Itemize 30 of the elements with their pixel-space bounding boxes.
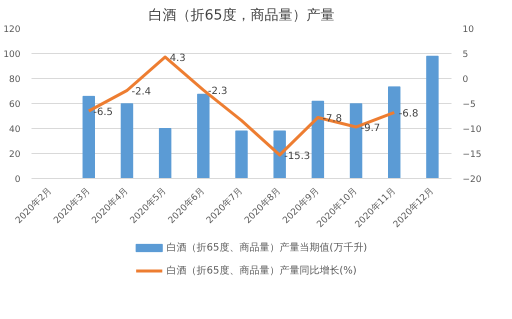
data-label: -2.4 — [132, 86, 152, 98]
legend-label: 白酒（折65度、商品量）产量同比增长(%) — [166, 264, 357, 276]
bar — [350, 103, 362, 178]
y-tick-label: 0 — [14, 175, 21, 185]
legend-label: 白酒（折65度、商品量）产量当期值(万千升) — [166, 242, 368, 254]
data-label: -2.3 — [208, 86, 228, 97]
y-tick-label: 120 — [3, 25, 21, 35]
bar — [120, 103, 134, 178]
chart-title: 白酒（折65度，商品量）产量 — [148, 8, 334, 24]
y-tick-label: 40 — [9, 125, 21, 135]
y-tick-label: 20 — [9, 150, 21, 160]
y2-tick-label: −5 — [462, 100, 476, 110]
y-tick-label: 80 — [9, 75, 21, 85]
y2-tick-label: −15 — [462, 150, 482, 160]
y-tick-label: 100 — [3, 50, 21, 60]
bar — [197, 94, 210, 178]
bar — [388, 86, 400, 178]
bar — [426, 56, 439, 178]
y2-tick-label: 0 — [462, 75, 468, 85]
bar — [312, 100, 324, 178]
y2-tick-label: 5 — [462, 50, 468, 60]
bar — [158, 128, 172, 178]
bar — [235, 130, 248, 178]
y2-tick-label: −10 — [462, 125, 482, 135]
y2-tick-label: 10 — [462, 25, 474, 35]
bar — [82, 96, 95, 178]
y2-tick-label: −20 — [462, 175, 482, 185]
y-tick-label: 60 — [9, 100, 21, 110]
data-label: 4.3 — [170, 53, 186, 64]
bar — [273, 130, 286, 178]
